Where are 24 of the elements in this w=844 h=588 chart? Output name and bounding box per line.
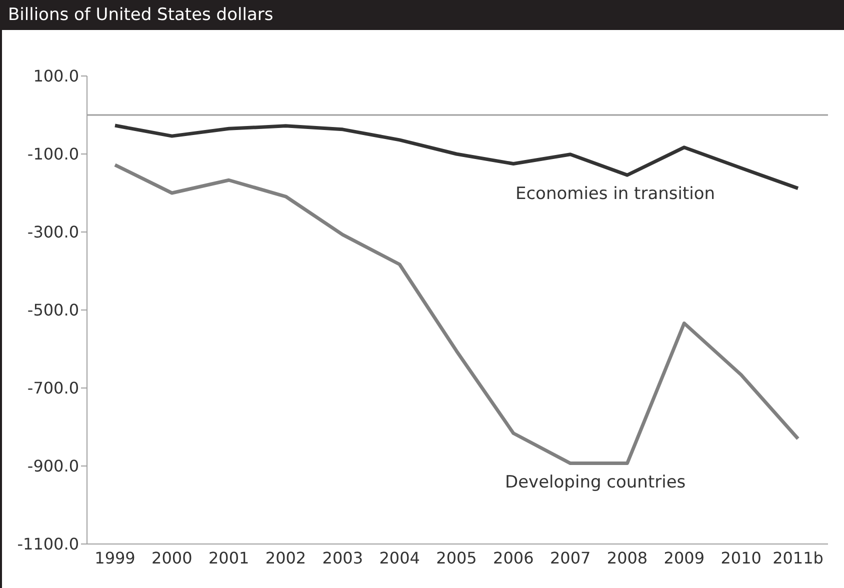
y-tick-label: -500.0 — [27, 300, 79, 320]
line-series — [113, 163, 800, 466]
y-tick-label: -900.0 — [27, 456, 79, 476]
x-tick-label: 2006 — [493, 548, 534, 568]
x-tick-label: 2000 — [152, 548, 192, 568]
series-label: Developing countries — [504, 472, 686, 492]
x-tick-label: 2010 — [720, 548, 762, 568]
x-tick-label: 1999 — [94, 548, 136, 568]
y-tick-label: -100.0 — [27, 144, 79, 164]
x-tick-label: 2005 — [436, 548, 477, 568]
chart-title: Billions of United States dollars — [0, 0, 844, 30]
x-tick-label: 2004 — [379, 548, 420, 568]
x-tick-label: 2002 — [265, 548, 306, 568]
series-label: Economies in transition — [515, 184, 716, 204]
x-tick-label: 2007 — [550, 548, 591, 568]
x-tick-label: 2008 — [606, 548, 648, 568]
x-tick-label: 2011b — [772, 548, 824, 568]
x-tick-label: 2003 — [322, 548, 364, 568]
y-tick-label: -1100.0 — [17, 534, 79, 554]
y-tick-label: -300.0 — [27, 222, 79, 242]
y-tick-label: -700.0 — [27, 378, 79, 398]
x-tick-label: 2001 — [208, 548, 250, 568]
y-tick-label: 100.0 — [33, 66, 79, 86]
x-tick-label: 2009 — [664, 548, 705, 568]
